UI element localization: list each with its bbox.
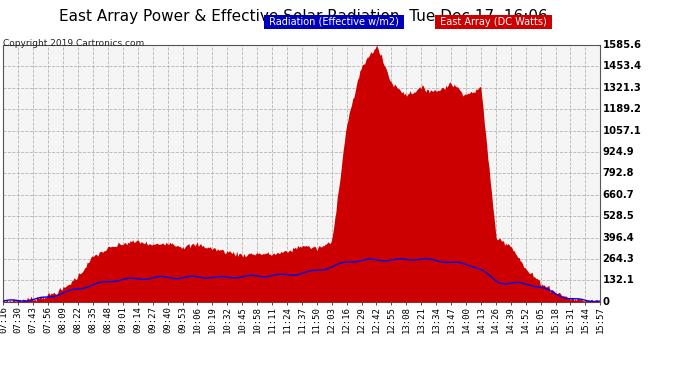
Text: 1057.1: 1057.1 bbox=[602, 126, 641, 136]
Text: East Array (DC Watts): East Array (DC Watts) bbox=[437, 17, 550, 27]
Text: Copyright 2019 Cartronics.com: Copyright 2019 Cartronics.com bbox=[3, 39, 145, 48]
Text: 792.8: 792.8 bbox=[602, 168, 634, 178]
Text: 396.4: 396.4 bbox=[602, 232, 634, 243]
Text: 1321.3: 1321.3 bbox=[602, 83, 641, 93]
Text: Radiation (Effective w/m2): Radiation (Effective w/m2) bbox=[266, 17, 402, 27]
Text: 264.3: 264.3 bbox=[602, 254, 634, 264]
Text: 528.5: 528.5 bbox=[602, 211, 634, 221]
Text: East Array Power & Effective Solar Radiation  Tue Dec 17  16:06: East Array Power & Effective Solar Radia… bbox=[59, 9, 548, 24]
Text: 660.7: 660.7 bbox=[602, 190, 634, 200]
Text: 1453.4: 1453.4 bbox=[602, 62, 642, 71]
Text: 132.1: 132.1 bbox=[602, 276, 634, 285]
Text: 1585.6: 1585.6 bbox=[602, 40, 642, 50]
Text: 924.9: 924.9 bbox=[602, 147, 634, 157]
Text: 0: 0 bbox=[602, 297, 609, 307]
Text: 1189.2: 1189.2 bbox=[602, 104, 641, 114]
